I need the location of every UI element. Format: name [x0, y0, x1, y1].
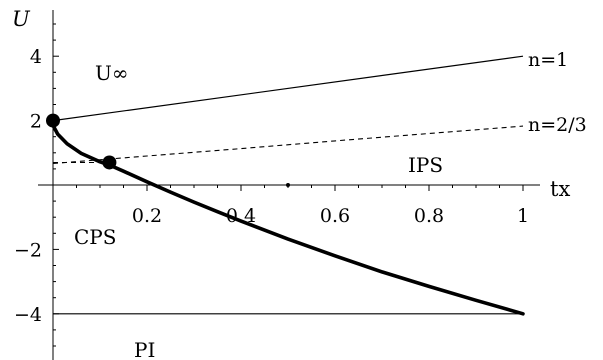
data-point: [102, 155, 117, 170]
y-tick-label: −2: [14, 239, 42, 261]
region-label-uinf: U∞: [95, 61, 129, 85]
data-point: [46, 113, 60, 128]
region-label-cps: CPS: [74, 225, 116, 249]
y-tick-label: 2: [30, 111, 42, 133]
y-axis-title: U: [12, 7, 31, 31]
region-label-ips: IPS: [408, 153, 443, 177]
series-label-n1: n=1: [528, 49, 568, 71]
series-line-n1: [52, 55, 524, 122]
x-tick-label: 0.4: [226, 205, 256, 227]
marks: [46, 113, 290, 187]
series-label-n23: n=2/3: [528, 114, 587, 136]
x-axis-title: tx: [550, 177, 570, 201]
y-tick-label: 4: [30, 46, 42, 68]
y-tick-label: −4: [14, 304, 42, 326]
region-label-pi: PI: [134, 338, 155, 360]
x-tick-label: 1: [517, 205, 529, 227]
labels: U tx U∞ IPS CPS PI n=1 n=2/3: [12, 7, 587, 360]
curves: [51, 55, 525, 316]
x-tick-label: 0.8: [414, 205, 444, 227]
x-tick-label: 0.2: [132, 205, 162, 227]
axis-marker: [286, 183, 290, 187]
x-tick-label: 0.6: [320, 205, 350, 227]
series-line-thick-solid: [51, 118, 525, 316]
series-line-n23: [52, 125, 524, 165]
axes: 0.2 0.4 0.6 0.8 1 4 2 −2 −4: [14, 10, 540, 360]
